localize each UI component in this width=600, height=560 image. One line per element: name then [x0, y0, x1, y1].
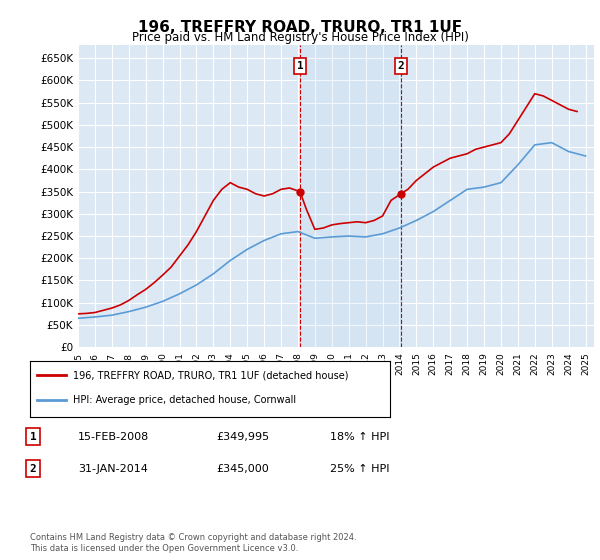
- Bar: [300, 45, 401, 347]
- Text: Price paid vs. HM Land Registry's House Price Index (HPI): Price paid vs. HM Land Registry's House …: [131, 31, 469, 44]
- Text: 196, TREFFRY ROAD, TRURO, TR1 1UF: 196, TREFFRY ROAD, TRURO, TR1 1UF: [138, 20, 462, 35]
- Text: 25% ↑ HPI: 25% ↑ HPI: [330, 464, 389, 474]
- Text: 1: 1: [29, 432, 37, 442]
- Text: £345,000: £345,000: [216, 464, 269, 474]
- Text: 31-JAN-2014: 31-JAN-2014: [78, 464, 148, 474]
- Text: 1: 1: [296, 61, 304, 71]
- Text: HPI: Average price, detached house, Cornwall: HPI: Average price, detached house, Corn…: [73, 395, 296, 405]
- Text: 2: 2: [29, 464, 37, 474]
- Text: Contains HM Land Registry data © Crown copyright and database right 2024.
This d: Contains HM Land Registry data © Crown c…: [30, 533, 356, 553]
- Text: 18% ↑ HPI: 18% ↑ HPI: [330, 432, 389, 442]
- Text: 2: 2: [397, 61, 404, 71]
- Text: 15-FEB-2008: 15-FEB-2008: [78, 432, 149, 442]
- Text: £349,995: £349,995: [216, 432, 269, 442]
- Text: 196, TREFFRY ROAD, TRURO, TR1 1UF (detached house): 196, TREFFRY ROAD, TRURO, TR1 1UF (detac…: [73, 370, 349, 380]
